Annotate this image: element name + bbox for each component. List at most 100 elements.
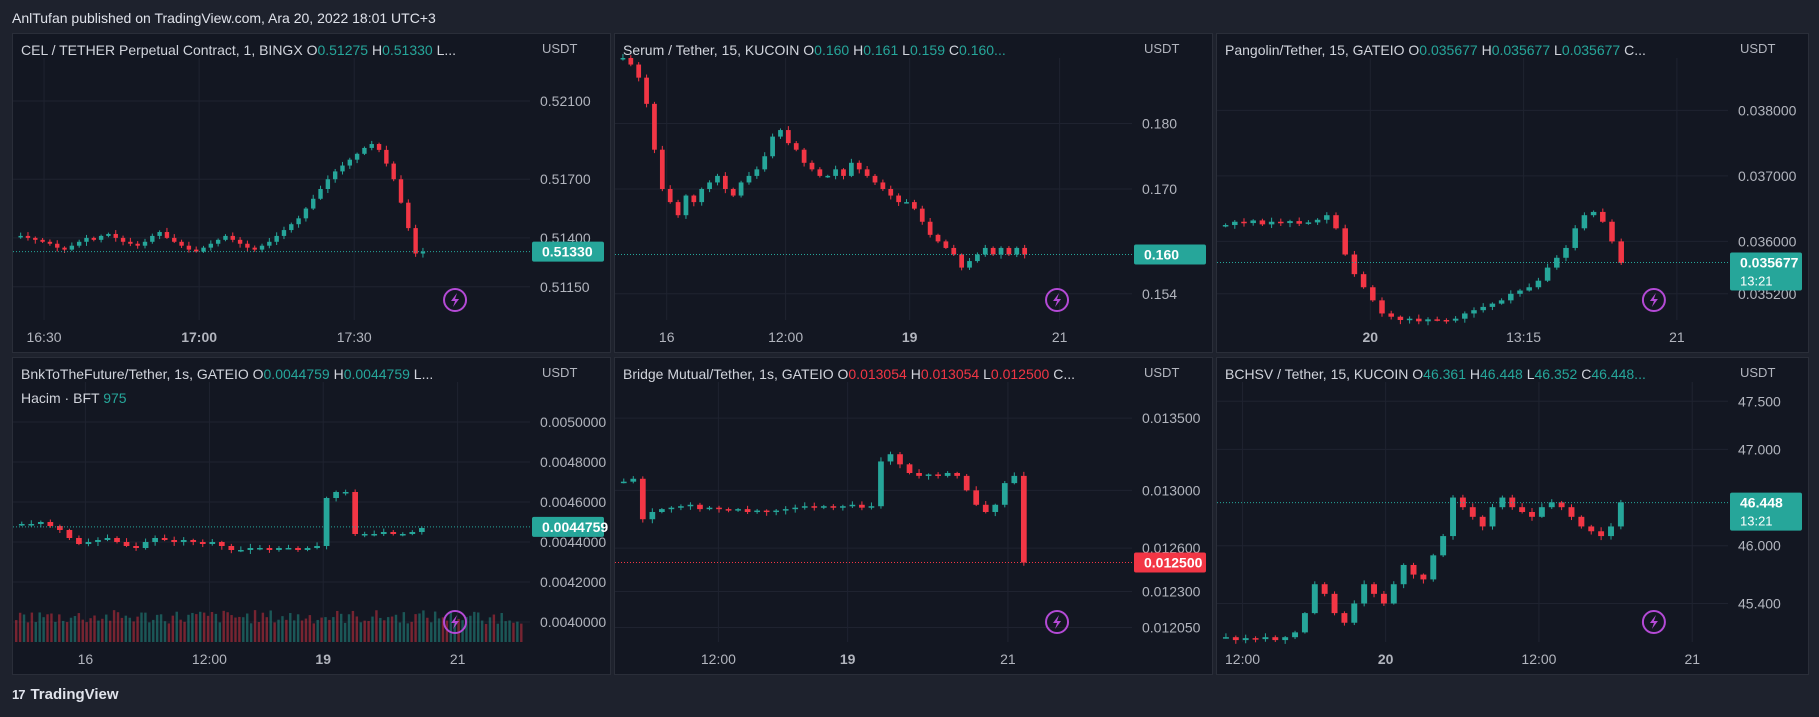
bnk-volume-bar	[328, 619, 331, 642]
bnk-candle-body	[418, 528, 425, 532]
cel-last-price-label: 0.51330	[542, 244, 593, 260]
serum-lightning-icon[interactable]	[1045, 288, 1070, 312]
cel-x-tick-label: 16:30	[26, 329, 61, 345]
bnk-candle-body	[323, 498, 330, 546]
cel-candle-body	[325, 179, 331, 189]
bnk-volume-bar	[105, 614, 108, 642]
cel-candle-body	[391, 163, 396, 180]
bnk-volume-bar	[277, 619, 280, 642]
pangolin-lightning-icon[interactable]	[1641, 288, 1666, 312]
serum-candle-body	[904, 202, 909, 204]
bnk-candle-body	[399, 534, 406, 536]
bnk-candle-body	[276, 548, 282, 550]
chart-panel-bchsv[interactable]: 47.500 47.000 46.000 45.400 USDT 46.448 13:21 1…	[1216, 357, 1809, 675]
chart-panel-pangolin[interactable]: 0.038000 0.037000 0.036000 0.035200 USDT 0.03…	[1216, 33, 1809, 353]
bchsv-candle-body	[1538, 507, 1545, 517]
bridge-lightning-icon[interactable]	[1045, 610, 1070, 634]
bnk-volume-bar	[120, 617, 124, 642]
cel-candle-body	[215, 239, 221, 244]
bchsv-candle-body	[1578, 516, 1585, 527]
bnk-lightning-icon[interactable]	[443, 610, 468, 634]
bridge-candle-body	[801, 506, 808, 508]
bnk-volume-bar	[112, 610, 116, 642]
serum-candle-body	[888, 189, 894, 196]
serum-candle-body	[919, 208, 925, 222]
cel-candle-body	[40, 239, 45, 242]
bchsv-legend-title: BCHSV / Tether, 15, KUCOIN	[1225, 366, 1409, 382]
serum-candle-body	[738, 182, 744, 196]
bnk-volume-bar	[269, 610, 272, 642]
chart-panel-bridge[interactable]: 0.013500 0.013000 0.012600 0.012300 0.012050…	[614, 357, 1213, 675]
bnk-volume-bar	[246, 613, 249, 642]
bchsv-legend-high: 46.448	[1480, 366, 1523, 382]
bnk-candle-body	[247, 548, 254, 550]
serum-y-tick-label: 0.180	[1142, 116, 1177, 132]
cel-candle-body	[230, 235, 235, 240]
bnk-volume-bar	[492, 614, 496, 642]
serum-candle-body	[809, 162, 815, 170]
pangolin-candle-body	[1544, 267, 1551, 281]
cel-candle-body	[223, 235, 228, 240]
serum-candle-body	[801, 149, 807, 163]
chart-panel-cel[interactable]: 0.52100 0.51700 0.51400 0.51150 USDT 0.51330 1…	[12, 33, 611, 353]
serum-candle-body	[1022, 247, 1028, 255]
bnk-volume-bar	[183, 621, 186, 642]
pangolin-candlestick-chart[interactable]: 0.0380000.0370000.0360000.035200USDT0.03…	[1217, 34, 1808, 352]
bnk-legend-open: 0.0044759	[263, 366, 330, 382]
chart-panel-serum[interactable]: 0.180 0.170 0.154 USDT 0.160 16 12:00 19 21 Seru…	[614, 33, 1213, 353]
bchsv-lightning-icon[interactable]	[1641, 610, 1666, 634]
bnk-volume-bar	[516, 621, 519, 642]
bchsv-candle-body	[1371, 584, 1377, 594]
pangolin-x-tick-label: 13:15	[1506, 329, 1541, 345]
cel-y-tick-label: 0.52100	[540, 93, 591, 109]
bchsv-candle-body	[1341, 613, 1348, 623]
cel-lightning-icon[interactable]	[443, 288, 468, 312]
bnk-volume-bar	[50, 613, 53, 642]
pangolin-candle-body	[1443, 320, 1450, 322]
serum-candle-body	[864, 169, 870, 176]
bnk-volume-bar	[214, 613, 218, 642]
serum-candle-body	[770, 136, 775, 157]
bnk-volume-bar	[132, 621, 135, 642]
bridge-candle-body	[678, 506, 684, 508]
bchsv-candle-body	[1509, 497, 1516, 508]
pangolin-y-tick-label: 0.038000	[1738, 102, 1797, 118]
bnk-volume-bar	[441, 617, 445, 642]
bridge-candlestick-chart[interactable]: 0.013500 0.013000 0.012600 0.012300 0.012050…	[615, 358, 1212, 674]
tradingview-footer[interactable]: 17 TradingView	[12, 686, 119, 703]
bnk-volume-bar	[379, 617, 382, 642]
bnk-volume-bar	[343, 622, 347, 642]
bchsv-currency-label: USDT	[1740, 365, 1775, 380]
bnk-volume-bar	[304, 618, 308, 642]
bnk-volume-legend: Hacim · BFT 975	[21, 390, 127, 406]
bnk-volume-bar	[347, 614, 351, 642]
bridge-candle-body	[992, 504, 999, 512]
serum-legend-close: 0.160...	[959, 42, 1006, 58]
bridge-candle-body	[725, 509, 732, 511]
bchsv-candle-body	[1479, 516, 1486, 527]
bnk-candle-body	[409, 532, 416, 534]
chart-panel-bnk[interactable]: 0.0050000 0.0048000 0.0046000 0.0044000 0.00…	[12, 357, 611, 675]
bnk-volume-bar	[242, 617, 245, 642]
pangolin-candle-body	[1590, 211, 1597, 216]
bnk-legend-high: 0.0044759	[343, 366, 410, 382]
pangolin-candle-body	[1462, 313, 1468, 319]
bchsv-candlestick-chart[interactable]: 47.500 47.000 46.000 45.400 USDT 46.448 13:21 1…	[1217, 358, 1808, 674]
cel-y-tick-label: 0.51150	[540, 279, 590, 295]
pangolin-y-tick-label: 0.037000	[1738, 168, 1797, 184]
serum-candle-body	[691, 195, 697, 203]
serum-candlestick-chart[interactable]: 0.180 0.170 0.154 USDT 0.160 16 12:00 19 21	[615, 34, 1212, 352]
bnk-candlestick-chart[interactable]: 0.00500000.00480000.00460000.00440000.00…	[13, 358, 610, 674]
bnk-last-price-badge	[532, 516, 604, 537]
bridge-candle-body	[706, 507, 713, 510]
cel-candle-body	[76, 241, 82, 246]
cel-candlestick-chart[interactable]: 0.521000.517000.514000.51150USDT0.513301…	[13, 34, 610, 352]
bchsv-candle-body	[1598, 531, 1605, 537]
bnk-volume-bar	[488, 617, 492, 642]
bnk-last-price-label: 0.0044759	[542, 519, 608, 535]
bnk-volume-bar	[159, 614, 163, 642]
bnk-volume-bar	[61, 620, 65, 642]
serum-candle-body	[778, 130, 783, 137]
serum-candle-body	[659, 149, 665, 189]
bnk-volume-bar	[46, 614, 49, 642]
